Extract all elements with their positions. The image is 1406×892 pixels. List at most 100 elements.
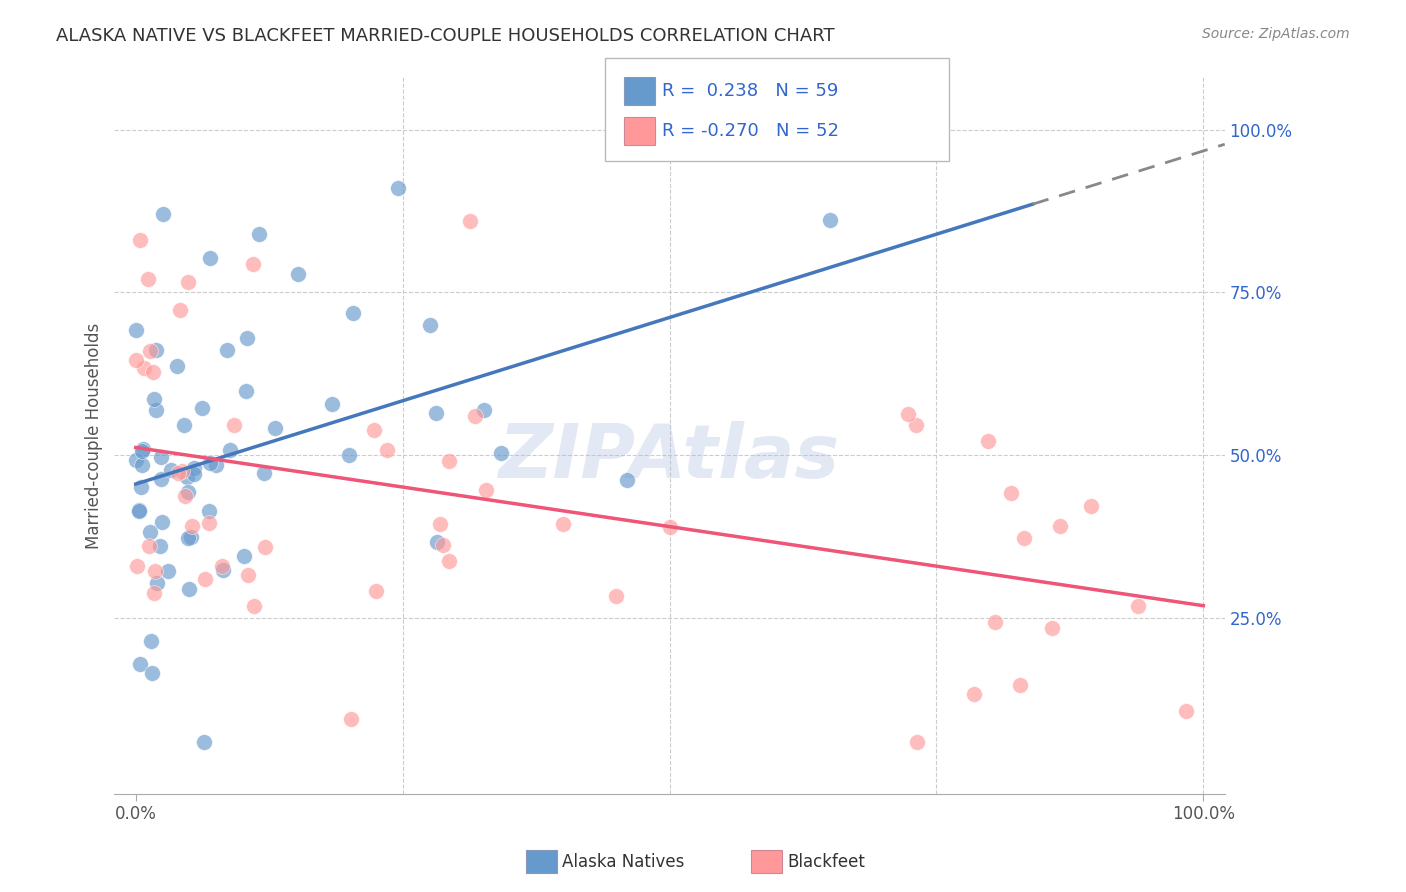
Point [1012, 531, 1035, 545]
Point [179, 530, 201, 544]
Text: Alaska Natives: Alaska Natives [562, 853, 685, 871]
Point [194, 572, 217, 586]
Point [233, 549, 256, 563]
Point [138, 272, 160, 286]
Point [146, 575, 169, 590]
Point [150, 516, 173, 530]
Point [205, 458, 228, 473]
Text: Source: ZipAtlas.com: Source: ZipAtlas.com [1202, 27, 1350, 41]
Point [897, 408, 920, 422]
Point [425, 406, 447, 420]
Point [200, 456, 222, 470]
Point [177, 276, 200, 290]
Point [125, 352, 148, 367]
Point [128, 657, 150, 672]
Point [183, 460, 205, 475]
Point [134, 361, 156, 376]
Point [143, 564, 166, 578]
Point [263, 421, 285, 435]
Point [179, 582, 201, 596]
Point [174, 490, 197, 504]
Text: R =  0.238   N = 59: R = 0.238 N = 59 [662, 82, 838, 100]
Point [1174, 704, 1197, 718]
Point [125, 452, 148, 467]
Point [364, 584, 387, 599]
Point [977, 434, 1000, 448]
Point [419, 318, 441, 332]
Point [1000, 486, 1022, 500]
Point [166, 359, 188, 374]
Point [176, 470, 198, 484]
Point [363, 423, 385, 437]
Point [287, 268, 309, 282]
Point [193, 734, 215, 748]
Y-axis label: Married-couple Households: Married-couple Households [86, 322, 103, 549]
Point [243, 599, 266, 614]
Point [215, 343, 238, 357]
Point [149, 472, 172, 486]
Point [125, 322, 148, 336]
Text: ZIPAtlas: ZIPAtlas [499, 420, 841, 493]
Point [149, 539, 172, 553]
Point [342, 306, 364, 320]
Point [142, 392, 165, 406]
Point [337, 449, 360, 463]
Point [387, 181, 409, 195]
Point [472, 403, 495, 417]
Point [139, 343, 162, 358]
Point [198, 516, 221, 530]
Text: R = -0.270   N = 52: R = -0.270 N = 52 [662, 122, 839, 140]
Point [177, 531, 200, 545]
Point [905, 734, 928, 748]
Point [177, 484, 200, 499]
Text: ALASKA NATIVE VS BLACKFEET MARRIED-COUPLE HOUSEHOLDS CORRELATION CHART: ALASKA NATIVE VS BLACKFEET MARRIED-COUPL… [56, 27, 835, 45]
Point [247, 227, 270, 241]
Point [489, 446, 512, 460]
Point [183, 467, 205, 481]
Point [458, 213, 481, 227]
Point [429, 517, 451, 532]
Point [131, 444, 153, 458]
Point [1040, 622, 1063, 636]
Point [160, 463, 183, 477]
Point [212, 563, 235, 577]
Point [426, 534, 449, 549]
Point [218, 442, 240, 457]
Point [605, 589, 627, 603]
Point [437, 553, 460, 567]
Point [339, 712, 361, 726]
Point [139, 634, 162, 648]
Point [1080, 499, 1102, 513]
Point [191, 401, 214, 415]
Point [152, 207, 174, 221]
Point [132, 442, 155, 456]
Point [551, 516, 574, 531]
Point [984, 615, 1007, 629]
Point [236, 331, 259, 345]
Point [138, 539, 160, 553]
Point [1126, 599, 1149, 614]
Point [1049, 518, 1071, 533]
Point [242, 257, 264, 271]
Point [432, 538, 454, 552]
Point [170, 464, 193, 478]
Point [475, 483, 498, 497]
Point [818, 212, 841, 227]
Point [235, 384, 257, 399]
Point [131, 480, 153, 494]
Point [145, 343, 167, 357]
Point [169, 303, 191, 318]
Point [1010, 678, 1032, 692]
Point [253, 540, 276, 554]
Point [962, 687, 984, 701]
Point [181, 518, 204, 533]
Point [149, 450, 172, 464]
Point [156, 564, 179, 578]
Point [127, 559, 149, 574]
Point [145, 402, 167, 417]
Point [464, 409, 486, 423]
Point [321, 397, 343, 411]
Point [253, 466, 276, 480]
Point [167, 466, 190, 480]
Point [128, 503, 150, 517]
